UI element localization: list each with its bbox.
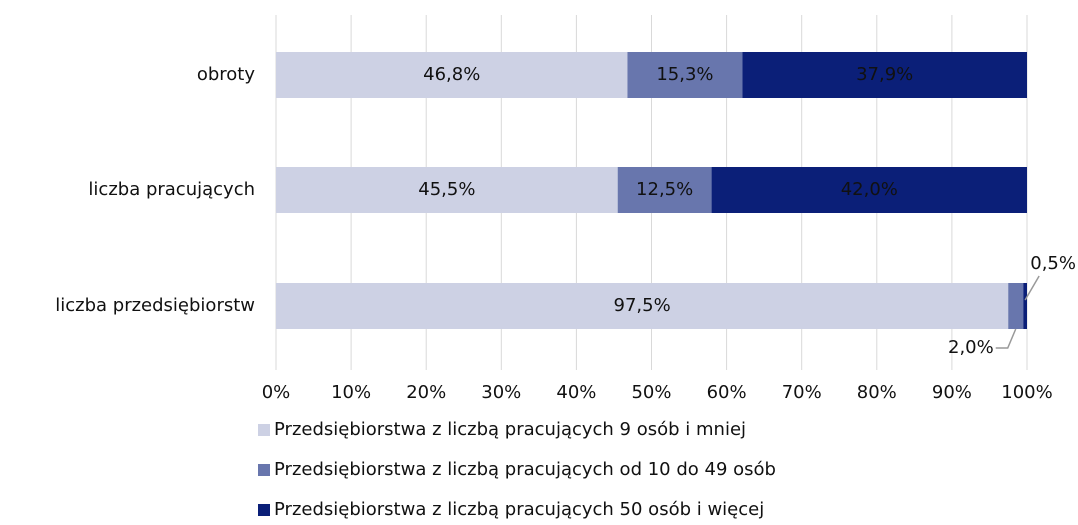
legend-swatch xyxy=(258,504,270,516)
y-tick-label: liczba przedsiębiorstw xyxy=(55,295,255,316)
bar-segment xyxy=(627,52,743,98)
y-tick-label: liczba pracujących xyxy=(88,179,255,200)
x-tick-label: 50% xyxy=(631,382,671,403)
bar-segment xyxy=(617,167,712,213)
leader-line xyxy=(995,328,1017,349)
x-tick-label: 10% xyxy=(331,382,371,403)
x-tick-label: 90% xyxy=(932,382,972,403)
data-label: 97,5% xyxy=(614,295,671,316)
data-label: 45,5% xyxy=(418,179,475,200)
x-tick-label: 0% xyxy=(262,382,291,403)
legend-label: Przedsiębiorstwa z liczbą pracujących 9 … xyxy=(274,419,746,440)
leader-line xyxy=(1024,275,1040,301)
data-label: 12,5% xyxy=(636,179,693,200)
data-label: 2,0% xyxy=(948,337,994,358)
legend-label: Przedsiębiorstwa z liczbą pracujących od… xyxy=(274,459,776,480)
x-tick-label: 80% xyxy=(857,382,897,403)
bar-segment xyxy=(276,167,618,213)
x-tick-label: 30% xyxy=(481,382,521,403)
bar-segment xyxy=(276,283,1009,329)
legend-swatch xyxy=(258,424,270,436)
legend-label: Przedsiębiorstwa z liczbą pracujących 50… xyxy=(274,499,764,520)
y-tick-label: obroty xyxy=(197,64,256,85)
data-label: 15,3% xyxy=(656,64,713,85)
x-tick-label: 100% xyxy=(1001,382,1052,403)
bar-segment xyxy=(711,167,1027,213)
data-label: 42,0% xyxy=(841,179,898,200)
x-tick-label: 40% xyxy=(556,382,596,403)
data-label: 37,9% xyxy=(856,64,913,85)
bar-segment xyxy=(1008,283,1024,329)
x-tick-label: 20% xyxy=(406,382,446,403)
legend-swatch xyxy=(258,464,270,476)
bar-segment xyxy=(1023,283,1027,329)
data-label: 46,8% xyxy=(423,64,480,85)
x-tick-label: 70% xyxy=(782,382,822,403)
bar-segment xyxy=(276,52,628,98)
data-label: 0,5% xyxy=(1030,253,1076,274)
bar-segment xyxy=(742,52,1027,98)
x-tick-label: 60% xyxy=(707,382,747,403)
